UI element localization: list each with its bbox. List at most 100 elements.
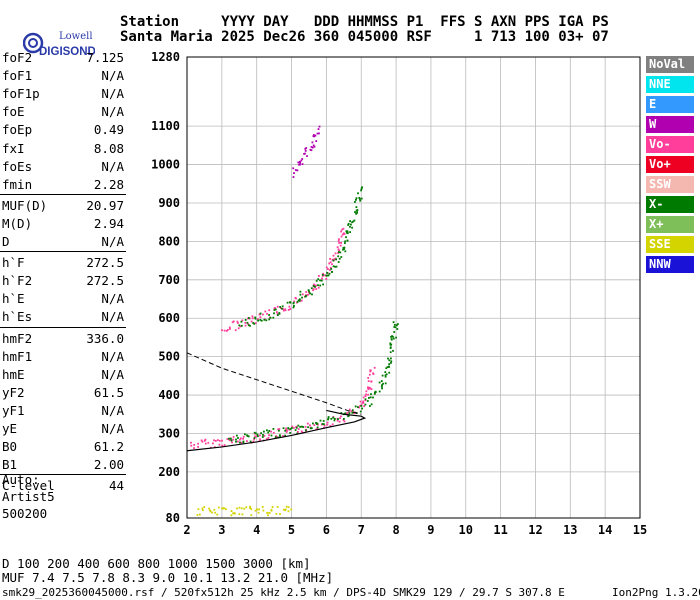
trace-point xyxy=(262,509,265,512)
trace-point xyxy=(340,412,343,414)
trace-point xyxy=(299,426,302,428)
param-name: MUF(D) xyxy=(2,197,48,213)
trace-point xyxy=(337,248,340,251)
trace-point xyxy=(311,141,314,144)
trace-point xyxy=(384,374,387,377)
trace-point xyxy=(225,508,227,511)
trace-point xyxy=(282,308,285,310)
trace-point xyxy=(301,293,304,296)
trace-point xyxy=(367,377,370,379)
param-name: hmE xyxy=(2,366,25,382)
auto-artist: Artist5 xyxy=(2,489,55,504)
footer-info: smk29_2025360045000.rsf / 520fx512h 25 k… xyxy=(2,586,565,599)
trace-point xyxy=(232,320,235,323)
trace-point xyxy=(309,427,312,430)
trace-point xyxy=(203,506,206,508)
trace-point xyxy=(257,319,259,322)
trace-point xyxy=(242,437,244,440)
trace-point xyxy=(239,438,241,441)
trace-point xyxy=(254,316,256,319)
param-value: 2.28 xyxy=(93,176,124,192)
trace-point xyxy=(354,211,356,213)
trace-point xyxy=(335,265,338,268)
trace-point xyxy=(190,444,193,447)
trace-point xyxy=(316,422,319,425)
param-value: N/A xyxy=(101,68,124,84)
trace-point xyxy=(287,309,290,311)
trace-point xyxy=(287,506,290,509)
trace-point xyxy=(255,435,258,438)
param-row: B0 61.2 xyxy=(2,439,124,456)
trace-point xyxy=(380,380,383,382)
trace-point xyxy=(367,393,369,396)
param-name: foF2 xyxy=(2,50,33,65)
trace-point xyxy=(356,211,358,214)
trace-point xyxy=(315,284,318,287)
trace-point xyxy=(358,406,360,409)
trace-point xyxy=(343,418,345,420)
trace-point xyxy=(295,425,298,428)
trace-point xyxy=(369,405,371,407)
trace-point xyxy=(247,317,249,320)
trace-point xyxy=(270,509,273,512)
param-separator xyxy=(0,326,126,328)
param-value: 2.00 xyxy=(93,457,124,473)
trace-point xyxy=(355,197,358,200)
legend-item: Vo- xyxy=(646,136,694,153)
trace-point xyxy=(343,248,345,250)
trace-point xyxy=(300,430,303,433)
trace-point xyxy=(327,274,330,277)
trace-point xyxy=(213,508,216,511)
param-row: C-level 44 xyxy=(2,478,124,495)
trace-point xyxy=(347,222,350,225)
trace-point xyxy=(197,446,199,448)
trace-point xyxy=(284,508,287,511)
trace-point xyxy=(268,318,271,321)
trace-point xyxy=(290,508,293,511)
trace-point xyxy=(289,432,292,434)
distance-row: D 100 200 400 600 800 1000 1500 3000 [km… xyxy=(2,556,311,571)
trace-point xyxy=(190,441,192,444)
trace-point xyxy=(334,252,337,255)
trace-point xyxy=(314,286,316,288)
trace-point xyxy=(223,329,226,332)
trace-point xyxy=(355,212,357,215)
trace-point xyxy=(297,299,300,302)
trace-point xyxy=(359,198,361,200)
trace-point xyxy=(193,444,196,446)
trace-point xyxy=(300,159,303,162)
trace-point xyxy=(244,433,246,436)
param-row: foF1p N/A xyxy=(2,86,124,103)
trace-point xyxy=(285,505,288,508)
trace-point xyxy=(391,335,393,337)
param-value: 272.5 xyxy=(86,255,124,271)
trace-point xyxy=(235,438,237,441)
x-tick-label: 7 xyxy=(358,523,365,537)
trace-point xyxy=(270,434,273,437)
trace-point xyxy=(359,199,362,202)
trace-point xyxy=(309,292,312,295)
trace-point xyxy=(367,380,370,382)
trace-point xyxy=(384,371,387,373)
trace-point xyxy=(384,375,387,378)
trace-point xyxy=(358,197,361,199)
trace-point xyxy=(262,434,264,436)
param-name: foF1p xyxy=(2,86,40,102)
trace-point xyxy=(223,507,226,510)
trace-point xyxy=(238,513,241,516)
trace-point xyxy=(259,312,262,315)
trace-point xyxy=(374,391,376,394)
legend-item: E xyxy=(646,96,694,113)
trace-point xyxy=(279,513,281,515)
trace-point xyxy=(300,425,303,428)
trace-point xyxy=(240,437,242,440)
trace-point xyxy=(243,507,246,510)
trace-point xyxy=(237,440,239,443)
trace-point xyxy=(310,146,313,148)
trace-point xyxy=(298,299,301,302)
trace-point xyxy=(218,443,221,446)
trace-point xyxy=(294,429,297,431)
trace-point xyxy=(321,275,324,277)
trace-point xyxy=(359,410,362,413)
